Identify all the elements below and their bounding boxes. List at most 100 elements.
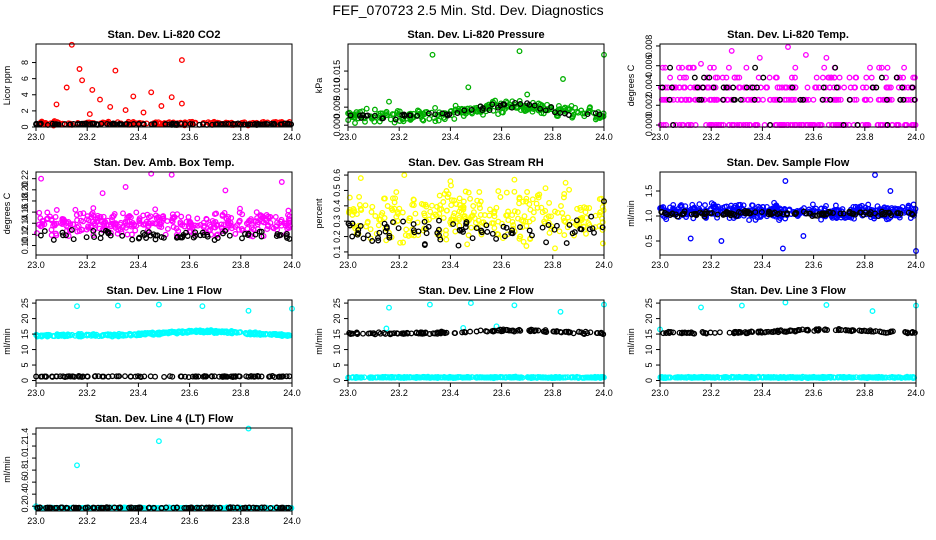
data-point (468, 106, 475, 113)
y-tick-label: 0.1 (332, 246, 342, 259)
data-point (707, 64, 714, 71)
data-point (863, 96, 870, 103)
y-tick-label: 0 (332, 378, 342, 383)
y-tick-label: 0.6 (332, 169, 342, 182)
y-tick-label: 0 (20, 124, 30, 129)
data-point (846, 96, 853, 103)
data-point (730, 96, 737, 103)
data-point (349, 374, 356, 381)
data-point (252, 231, 259, 238)
data-point (164, 218, 171, 225)
data-point (46, 504, 53, 511)
data-point (725, 64, 732, 71)
data-point (410, 202, 417, 209)
data-point (363, 112, 370, 119)
data-point (469, 212, 476, 219)
data-point (672, 211, 679, 218)
data-point (896, 74, 903, 81)
data-point (285, 332, 292, 339)
data-point (560, 215, 567, 222)
data-point (41, 373, 48, 380)
data-point (236, 121, 243, 128)
data-point (846, 74, 853, 81)
y-tick-label: 5 (20, 363, 30, 368)
data-point (670, 329, 677, 336)
data-point (785, 44, 791, 50)
data-point (766, 210, 773, 217)
data-point (84, 373, 91, 380)
data-point (141, 232, 148, 238)
data-point (551, 109, 558, 116)
data-point (501, 233, 508, 240)
data-point (835, 327, 842, 334)
data-point (542, 374, 548, 381)
data-point (136, 216, 143, 223)
data-point (878, 74, 885, 81)
data-point (100, 220, 107, 227)
data-point (39, 332, 46, 339)
data-point (785, 96, 792, 103)
data-point (527, 206, 534, 213)
data-point (680, 210, 687, 217)
data-point (369, 203, 376, 210)
data-point (697, 209, 704, 216)
data-point (521, 213, 528, 220)
data-point (254, 120, 261, 127)
data-point (805, 96, 812, 103)
y-tick-label: 0.000 (332, 114, 342, 137)
data-point (114, 302, 121, 309)
data-point (887, 188, 894, 194)
y-tick-label: 0.5 (644, 235, 654, 248)
data-point (584, 111, 591, 118)
data-point (546, 229, 553, 236)
data-point (357, 175, 364, 182)
data-point (89, 218, 96, 225)
y-tick-label: 0.16 (20, 203, 30, 221)
panel-title: Stan. Dev. Li-820 Temp. (727, 29, 849, 41)
data-point (380, 115, 387, 122)
data-point (517, 101, 524, 107)
data-point (476, 189, 483, 195)
x-tick-label: 23.2 (78, 132, 96, 142)
plot-frame (659, 299, 917, 384)
data-point (469, 235, 476, 242)
panel-title: Stan. Dev. Line 1 Flow (106, 285, 222, 297)
data-point (460, 198, 467, 205)
y-tick-label: 0.002 (644, 94, 654, 117)
data-point (151, 220, 158, 227)
data-point (421, 242, 428, 248)
data-point (444, 207, 450, 214)
data-point (383, 325, 390, 332)
data-point (672, 84, 679, 91)
data-point (901, 64, 908, 71)
data-point (696, 201, 703, 208)
data-point (756, 374, 762, 381)
data-point (226, 232, 233, 239)
data-point (237, 205, 243, 212)
data-point (39, 373, 46, 380)
y-axis-label: degrees C (2, 192, 12, 234)
data-point (680, 374, 687, 381)
data-point (245, 373, 252, 380)
data-point (452, 330, 459, 337)
data-point (375, 234, 381, 241)
data-point (723, 74, 730, 81)
plot-frame (347, 299, 605, 384)
data-point (700, 329, 707, 336)
data-point (802, 51, 809, 58)
data-point (63, 84, 70, 91)
y-tick-label: 0.015 (332, 60, 342, 83)
data-point (420, 110, 427, 117)
data-point (451, 115, 458, 122)
data-point (75, 505, 82, 511)
data-point (423, 230, 430, 237)
data-point (722, 373, 729, 380)
data-point (550, 328, 557, 335)
data-point (164, 225, 171, 232)
data-point (371, 112, 378, 119)
data-point (79, 77, 86, 84)
data-point (514, 209, 521, 216)
plot-frame (35, 43, 293, 128)
data-point (818, 216, 825, 223)
data-point (456, 374, 462, 381)
